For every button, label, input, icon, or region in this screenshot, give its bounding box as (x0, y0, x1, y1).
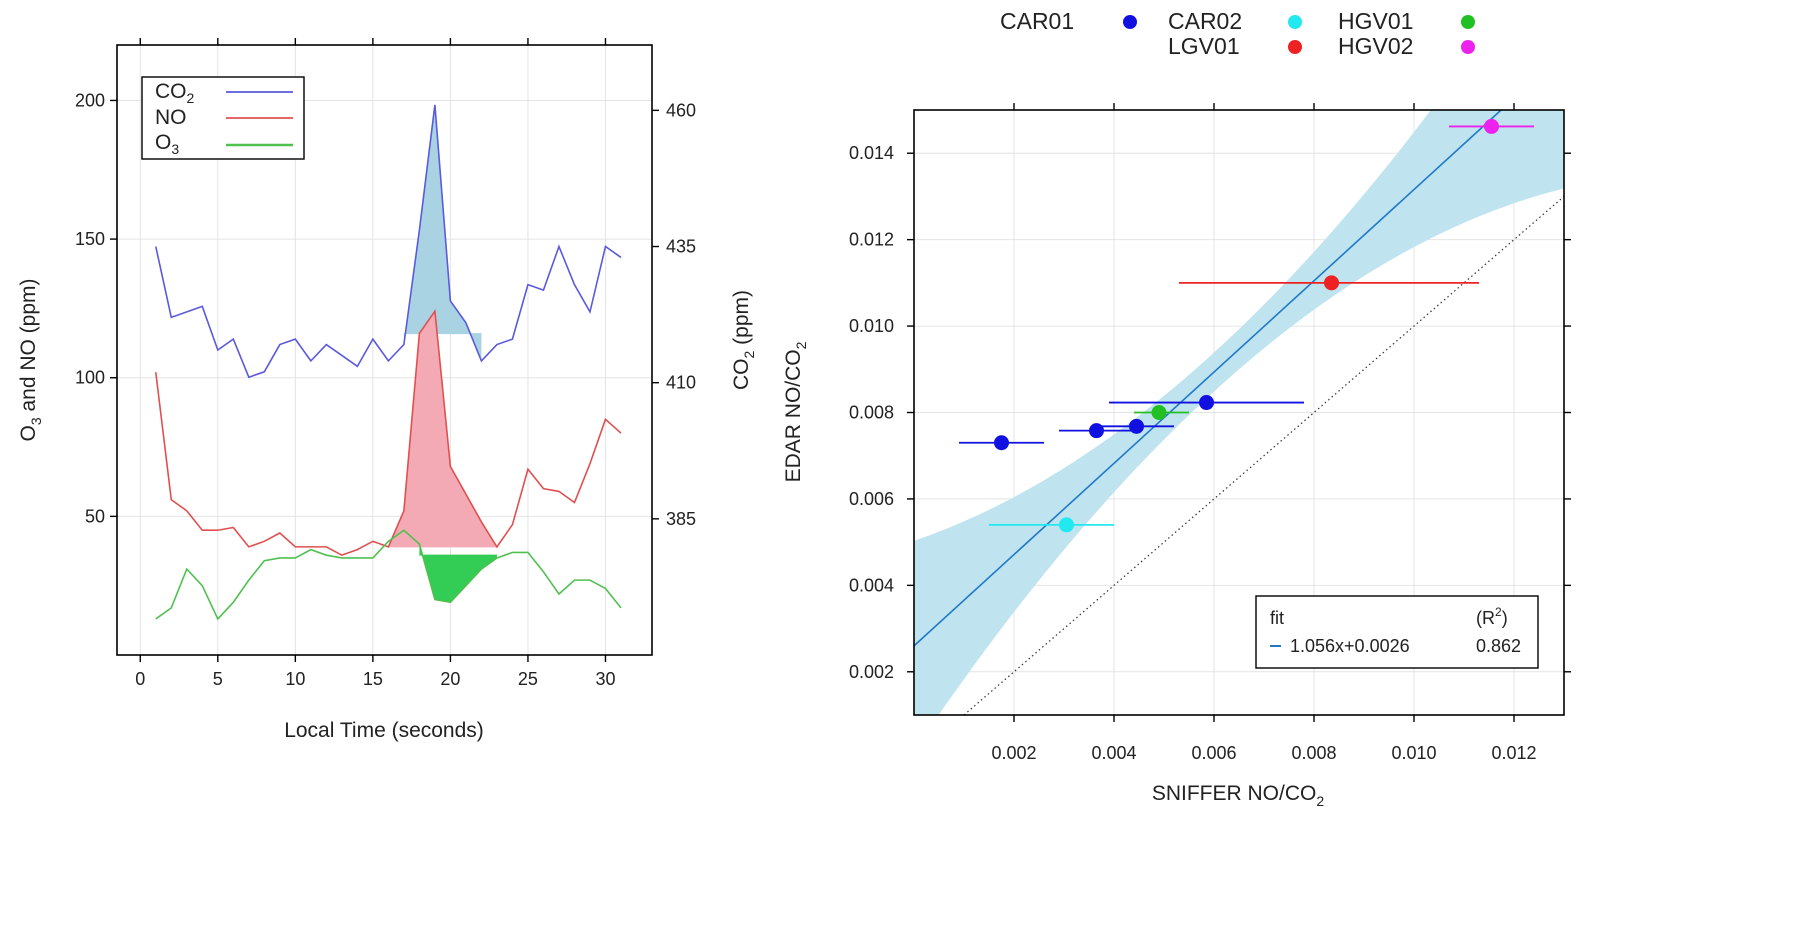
left-plot-frame (116, 44, 653, 656)
left-y-tick-label: 100 (75, 368, 105, 388)
left-x-tick-label: 25 (518, 669, 538, 689)
scatter-x-tick-label: 0.010 (1391, 743, 1436, 763)
left-x-tick-label: 0 (135, 669, 145, 689)
legend-label-hgv01: HGV01 (1338, 8, 1413, 34)
scatter-y-tick-label: 0.008 (849, 403, 894, 423)
scatter-x-tick-label: 0.002 (991, 743, 1036, 763)
point-car01 (1129, 418, 1144, 434)
fit-legend: fit (R2) 1.056x+0.0026 0.862 (1255, 595, 1539, 669)
legend-dot-lgv01 (1288, 40, 1302, 54)
point-car01 (1199, 395, 1214, 411)
point-hgv02 (1484, 118, 1499, 134)
left-y-tick-label: 200 (75, 90, 105, 110)
legend-dot-hgv02 (1461, 40, 1475, 54)
legend-label-car02: CAR02 (1168, 8, 1242, 34)
fit-box (1255, 595, 1539, 669)
series-line-no (154, 308, 622, 557)
fit-header: fit (1270, 608, 1284, 628)
right-y-tick-label: 385 (666, 509, 696, 529)
left-x-tick-label: 10 (285, 669, 305, 689)
point-car01 (1089, 423, 1104, 439)
scatter-y-tick-label: 0.006 (849, 489, 894, 509)
legend-label-lgv01: LGV01 (1168, 33, 1240, 59)
right-y-tick-label: 460 (666, 100, 696, 120)
legend-label-car01: CAR01 (1000, 8, 1074, 34)
left-x-tick-label: 20 (440, 669, 460, 689)
one-to-one-line (963, 195, 1564, 715)
scatter-y-tick-label: 0.010 (849, 316, 894, 336)
scatter-x-tick-label: 0.004 (1091, 743, 1136, 763)
left-x-tick-label: 15 (363, 669, 383, 689)
scatter-chart: 0.002 0.004 0.006 0.008 0.010 0.012 0.002 0.004… (782, 8, 1571, 809)
right-y-axis-label-edar: EDAR NO/CO2 (782, 341, 809, 482)
scatter-y-tick-label: 0.014 (849, 143, 894, 163)
legend-dot-hgv01 (1461, 15, 1475, 29)
left-x-axis-label: Local Time (seconds) (284, 719, 484, 742)
scatter-y-tick-label: 0.002 (849, 662, 894, 682)
fit-r2-header: (R2) (1476, 605, 1508, 628)
scatter-legend: CAR01 CAR02 HGV01 LGV01 HGV02 (1000, 8, 1475, 59)
shaded-region-co2 (403, 104, 482, 361)
right-y-tick-label: 410 (666, 373, 696, 393)
point-lgv01 (1324, 275, 1339, 291)
left-y-axis-label: O3 and NO (ppm) (17, 278, 44, 441)
left-x-tick-label: 30 (595, 669, 615, 689)
legend-label-hgv02: HGV02 (1338, 33, 1413, 59)
right-y-axis-label: CO2 (ppm) (730, 290, 757, 390)
fit-equation: 1.056x+0.0026 (1290, 636, 1410, 656)
scatter-x-tick-label: 0.012 (1491, 743, 1536, 763)
series-line-co2 (154, 104, 622, 379)
left-y-tick-label: 150 (75, 229, 105, 249)
right-y-tick-label: 435 (666, 237, 696, 257)
right-x-axis-label: SNIFFER NO/CO2 (1152, 782, 1325, 809)
left-legend: CO2 NO O3 (141, 76, 305, 160)
legend-label-no: NO (155, 106, 187, 129)
fit-r2-value: 0.862 (1476, 636, 1521, 656)
legend-dot-car02 (1288, 15, 1302, 29)
confidence-band (914, 110, 1564, 715)
scatter-x-tick-label: 0.006 (1191, 743, 1236, 763)
point-car02 (1059, 517, 1074, 533)
time-series-chart: 0 5 10 15 20 25 30 50 100 150 200 385 410 435 460 Loca… (17, 38, 757, 742)
left-y-tick-label: 50 (85, 506, 105, 526)
fit-line (914, 110, 1503, 647)
series-line-o3 (155, 529, 622, 621)
point-car01 (994, 435, 1009, 451)
scatter-x-tick-label: 0.008 (1291, 743, 1336, 763)
left-x-tick-label: 5 (213, 669, 223, 689)
shaded-region-o3 (419, 544, 497, 603)
scatter-y-tick-label: 0.012 (849, 230, 894, 250)
shaded-region-no (388, 311, 497, 547)
legend-dot-car01 (1123, 15, 1137, 29)
scatter-y-tick-label: 0.004 (849, 575, 894, 595)
point-hgv01 (1151, 405, 1167, 420)
